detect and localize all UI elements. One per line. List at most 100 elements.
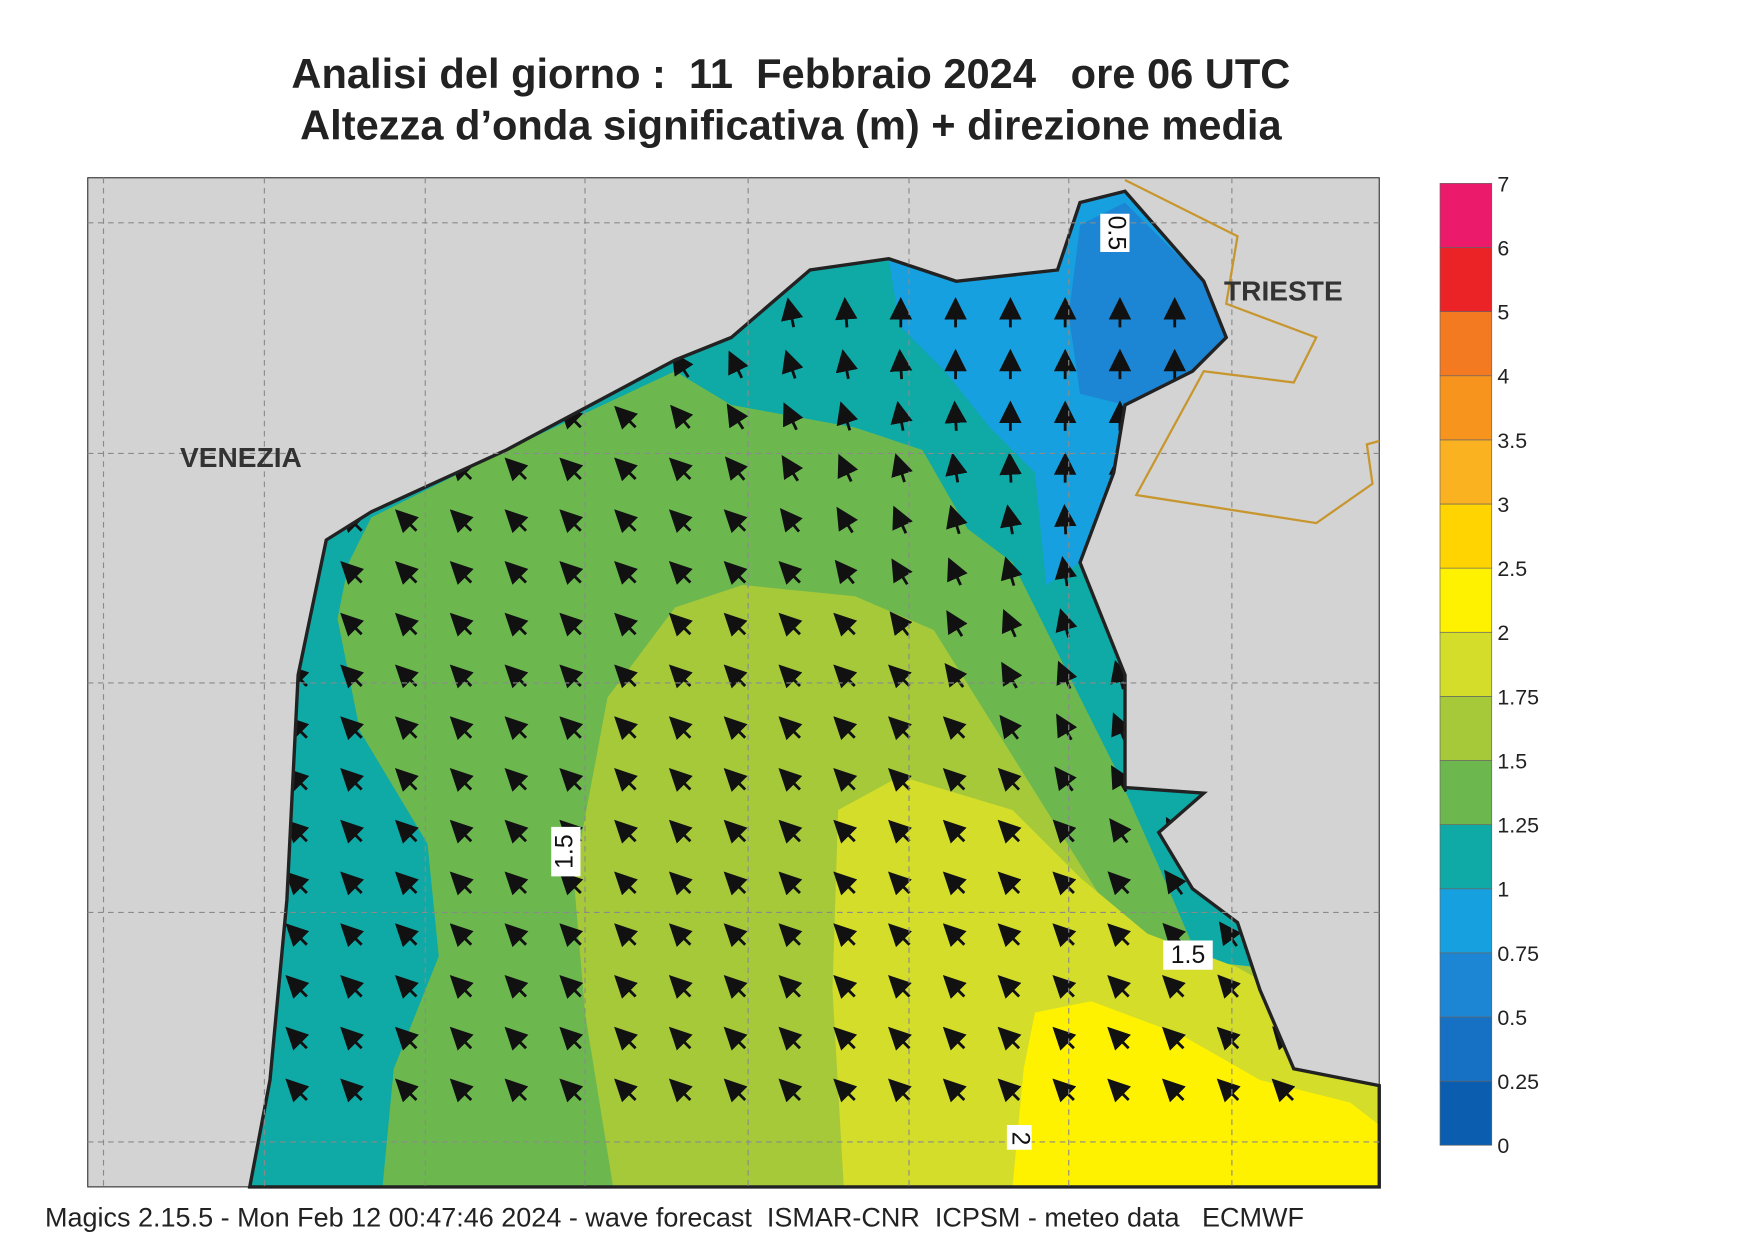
colorbar-label: 0 (1497, 1134, 1509, 1158)
colorbar-label: 2.5 (1497, 557, 1527, 581)
colorbar-box (1439, 183, 1493, 248)
colorbar-box (1439, 439, 1493, 505)
direction-arrow (723, 975, 748, 999)
direction-arrow (778, 612, 803, 637)
direction-arrow (997, 1026, 1022, 1051)
direction-arrow (394, 716, 419, 741)
direction-arrow (778, 1078, 803, 1103)
direction-arrow (449, 716, 474, 741)
direction-arrow (723, 1078, 748, 1103)
contour-labels: 0.5 1.5 1.5 2 (551, 213, 1213, 1150)
direction-arrow (394, 612, 419, 637)
direction-arrow (614, 923, 638, 948)
direction-arrow (997, 923, 1022, 948)
colorbar-label: 4 (1497, 365, 1509, 389)
direction-arrow (559, 871, 584, 896)
colorbar-label: 1.5 (1497, 749, 1527, 773)
contour-label: 1.5 (1171, 942, 1205, 969)
direction-arrow (997, 975, 1022, 999)
direction-arrow (504, 1026, 529, 1051)
direction-arrow (285, 819, 310, 844)
direction-arrow (781, 297, 804, 328)
colorbar: 0 0.25 0.5 0.75 1 1.25 1.5 1.75 2 2.5 3 3.5 4 5 6 7 (1439, 172, 1539, 1158)
direction-arrow (1161, 1026, 1186, 1051)
direction-arrow (1218, 921, 1242, 947)
direction-arrow (394, 1026, 419, 1051)
direction-arrow (449, 1026, 474, 1051)
direction-arrow (504, 716, 529, 741)
direction-arrow (449, 664, 474, 689)
colorbar-label: 0.25 (1497, 1070, 1539, 1094)
direction-arrow (1052, 975, 1077, 999)
direction-arrow (559, 923, 584, 948)
direction-arrow (942, 975, 967, 999)
direction-arrow (723, 768, 748, 792)
direction-arrow (1109, 818, 1132, 844)
direction-arrow (614, 561, 638, 585)
direction-arrow (1001, 609, 1023, 638)
direction-arrow (449, 768, 474, 792)
direction-arrow (559, 509, 584, 534)
direction-arrow (449, 561, 474, 585)
direction-arrow (614, 1026, 638, 1051)
direction-arrow (892, 505, 913, 534)
direction-arrow (614, 612, 638, 637)
direction-arrow (781, 349, 804, 379)
direction-arrow (394, 819, 419, 844)
direction-arrow (1055, 608, 1078, 638)
colorbar-label: 1.25 (1497, 814, 1539, 838)
direction-arrow (1161, 975, 1186, 999)
direction-arrow (394, 561, 419, 585)
direction-arrow (1217, 974, 1241, 999)
direction-arrow (778, 561, 803, 585)
direction-arrow (1052, 1078, 1077, 1103)
direction-arrow (888, 716, 912, 741)
direction-arrow (890, 400, 913, 431)
direction-arrow (504, 664, 529, 689)
footer: Magics 2.15.5 - Mon Feb 12 00:47:46 2024… (45, 1202, 1304, 1232)
direction-arrow (942, 1078, 967, 1103)
direction-arrow (946, 504, 968, 535)
colorbar-label: 7 (1497, 172, 1509, 196)
direction-arrow (946, 610, 968, 637)
direction-arrow (723, 664, 748, 689)
colorbar-label: 5 (1497, 301, 1509, 325)
direction-arrow (942, 1026, 967, 1051)
direction-arrow (614, 975, 638, 999)
direction-arrow (614, 819, 638, 844)
direction-arrow (889, 611, 913, 637)
direction-arrow (723, 509, 748, 534)
direction-arrow (285, 871, 310, 896)
direction-arrow (1107, 871, 1132, 896)
direction-arrow (723, 716, 748, 741)
direction-arrow (340, 819, 365, 844)
direction-arrow (778, 871, 803, 896)
direction-arrow (942, 716, 967, 741)
direction-arrow (726, 403, 749, 430)
direction-arrow (559, 1026, 584, 1051)
direction-arrow (833, 923, 858, 948)
direction-arrow (778, 716, 803, 741)
direction-arrow (340, 768, 365, 792)
direction-arrow (559, 1078, 584, 1103)
direction-arrow (945, 452, 968, 483)
direction-arrow (888, 664, 912, 689)
direction-arrow (340, 561, 365, 585)
direction-arrow (836, 506, 858, 534)
direction-arrow (781, 455, 804, 482)
direction-arrow (836, 401, 859, 431)
direction-arrow (723, 923, 748, 948)
subtitle: Altezza d’onda significativa (m) + direz… (300, 102, 1282, 149)
direction-arrow (778, 819, 803, 844)
direction-arrow (504, 509, 529, 534)
direction-arrow (340, 871, 365, 896)
direction-arrow (340, 923, 365, 948)
direction-arrow (668, 561, 693, 585)
direction-arrow (999, 452, 1022, 483)
direction-arrow (888, 871, 912, 896)
direction-arrow (1107, 1078, 1132, 1103)
colorbar-box (1439, 1016, 1493, 1082)
direction-arrow (449, 612, 474, 637)
direction-arrow (668, 1026, 693, 1051)
